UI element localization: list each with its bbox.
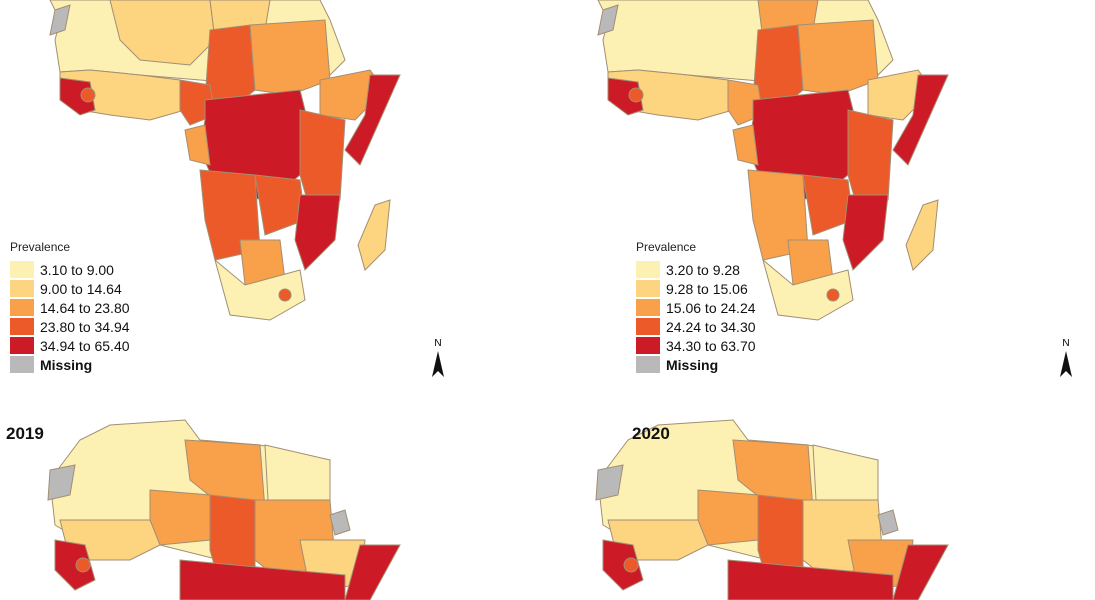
legend-label: Missing	[666, 356, 719, 373]
north-arrow-icon: N	[428, 338, 448, 378]
africa-map-top-right	[595, 0, 949, 600]
region-sierra-leone	[59, 77, 96, 116]
legend-label: 15.06 to 24.24	[666, 299, 756, 316]
region-lesotho	[826, 288, 840, 302]
region-sierra-leone-2019	[54, 539, 96, 591]
region-somalia-2019	[344, 544, 401, 600]
legend-swatch	[10, 299, 34, 316]
region-western-sahara-2019	[47, 464, 76, 501]
legend-label: 34.30 to 63.70	[666, 337, 756, 354]
region-western-sahara	[597, 4, 619, 36]
map-panel-right: Prevalence 3.20 to 9.28 9.28 to 15.06 15…	[548, 0, 1095, 600]
legend-swatch	[10, 280, 34, 297]
legend-swatch	[636, 261, 660, 278]
year-label: 2020	[632, 424, 670, 443]
legend-label: 23.80 to 34.94	[40, 318, 130, 335]
region-egypt-2019	[264, 444, 331, 501]
legend-swatch	[636, 299, 660, 316]
region-liberia-2019	[75, 557, 91, 573]
legend-item-1: 3.10 to 9.00	[10, 260, 130, 279]
year-label: 2019	[6, 424, 44, 443]
legend-swatch	[10, 318, 34, 335]
legend-top-right: Prevalence 3.20 to 9.28 9.28 to 15.06 15…	[636, 240, 756, 374]
region-madagascar	[905, 199, 939, 271]
map-panel-left: Prevalence 3.10 to 9.00 9.00 to 14.64 14…	[6, 0, 448, 600]
legend-item-2: 9.00 to 14.64	[10, 279, 130, 298]
legend-swatch	[10, 356, 34, 373]
region-western-sahara	[49, 4, 71, 36]
legend-label: 14.64 to 23.80	[40, 299, 130, 316]
region-horn-missing-2019	[329, 509, 351, 536]
region-mozambique	[842, 194, 889, 271]
legend-label: 3.10 to 9.00	[40, 261, 114, 278]
legend-label: 24.24 to 34.30	[666, 318, 756, 335]
legend-swatch	[10, 337, 34, 354]
region-madagascar	[357, 199, 391, 271]
region-egypt-2020	[812, 444, 879, 501]
legend-top-left: Prevalence 3.10 to 9.00 9.00 to 14.64 14…	[10, 240, 130, 374]
africa-map-top-left	[47, 0, 401, 600]
legend-item-2: 9.28 to 15.06	[636, 279, 756, 298]
region-lesotho	[278, 288, 292, 302]
region-sudan	[249, 19, 331, 96]
legend-item-1: 3.20 to 9.28	[636, 260, 756, 279]
legend-item-4: 24.24 to 34.30	[636, 317, 756, 336]
north-arrow-icon: N	[1056, 338, 1076, 378]
region-horn-missing-2020	[877, 509, 899, 536]
legend-label: 9.00 to 14.64	[40, 280, 122, 297]
region-angola	[199, 169, 261, 261]
region-liberia	[628, 87, 644, 103]
region-somalia-2020	[892, 544, 949, 600]
legend-label: 34.94 to 65.40	[40, 337, 130, 354]
legend-swatch	[636, 280, 660, 297]
legend-title: Prevalence	[636, 240, 697, 254]
legend-swatch	[636, 356, 660, 373]
region-central-2020	[727, 559, 894, 600]
legend-label: Missing	[40, 356, 93, 373]
legend-title: Prevalence	[10, 240, 71, 254]
legend-item-4: 23.80 to 34.94	[10, 317, 130, 336]
legend-item-3: 14.64 to 23.80	[10, 298, 130, 317]
region-somalia	[344, 74, 401, 166]
region-somalia	[892, 74, 949, 166]
legend-item-5: 34.94 to 65.40	[10, 336, 130, 355]
region-western-sahara-2020	[595, 464, 624, 501]
region-algeria	[109, 0, 216, 66]
legend-item-3: 15.06 to 24.24	[636, 298, 756, 317]
region-gabon	[184, 124, 211, 166]
legend-label: 9.28 to 15.06	[666, 280, 748, 297]
legend-swatch	[10, 261, 34, 278]
region-sierra-leone	[607, 77, 644, 116]
legend-item-missing: Missing	[636, 355, 756, 374]
legend-swatch	[636, 318, 660, 335]
region-angola	[747, 169, 809, 261]
region-sierra-leone-2020	[602, 539, 644, 591]
region-niger-2019	[149, 489, 211, 546]
region-gabon	[732, 124, 759, 166]
region-south-africa	[214, 258, 306, 321]
legend-item-5: 34.30 to 63.70	[636, 336, 756, 355]
legend-item-missing: Missing	[10, 355, 130, 374]
region-central-2019	[179, 559, 346, 600]
legend-swatch	[636, 337, 660, 354]
region-sudan	[797, 19, 879, 96]
legend-label: 3.20 to 9.28	[666, 261, 740, 278]
region-mozambique	[294, 194, 341, 271]
region-niger-2020	[697, 489, 759, 546]
region-liberia-2020	[623, 557, 639, 573]
region-south-africa	[762, 258, 854, 321]
region-liberia	[80, 87, 96, 103]
